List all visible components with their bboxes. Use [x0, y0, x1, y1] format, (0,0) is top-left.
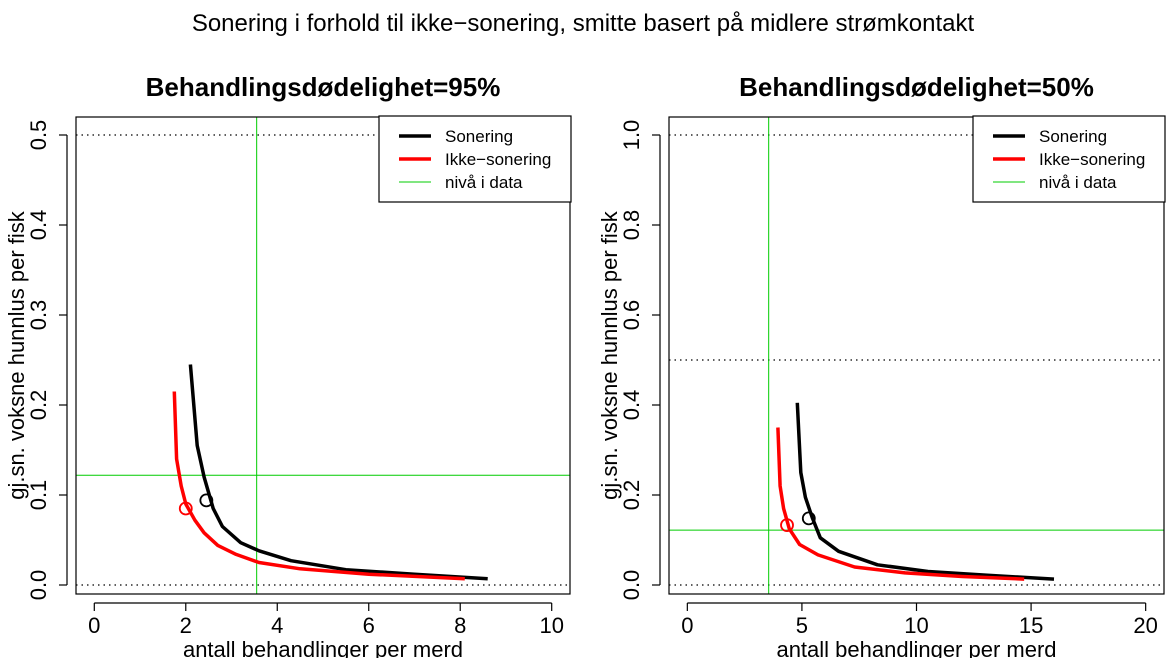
y-axis-label: gj.sn. voksne hunnlus per fisk [4, 210, 29, 500]
chart-panel-2: Behandlingsdødelighet=50% 0 5 10 15 20 antall … [597, 72, 1166, 658]
x-axis-label: antall behandlinger per merd [776, 637, 1056, 658]
legend-label: Ikke−sonering [1039, 150, 1145, 169]
legend: Sonering Ikke−sonering nivå i data [972, 115, 1166, 203]
chart-panel-1: Behandlingsdødelighet=95% 0 2 4 6 8 10 antall b… [4, 72, 572, 658]
series-marker [178, 501, 193, 516]
plot-frame [75, 116, 571, 595]
x-tick-label: 10 [904, 613, 928, 638]
series-marker [801, 511, 816, 526]
y-tick-label: 0.0 [619, 570, 644, 601]
x-tick-label: 20 [1133, 613, 1157, 638]
series-marker [199, 493, 214, 508]
legend: Sonering Ikke−sonering nivå i data [378, 115, 572, 203]
y-axis-label: gj.sn. voksne hunnlus per fisk [597, 210, 622, 500]
x-tick-label: 15 [1019, 613, 1043, 638]
legend-label: Sonering [1039, 127, 1107, 146]
y-tick-label: 0.4 [26, 210, 51, 241]
series-marker [780, 518, 794, 533]
legend-label: Sonering [445, 127, 513, 146]
legend-label: nivå i data [445, 173, 523, 192]
y-tick-label: 0.2 [619, 480, 644, 511]
series-line-ikke-sonering [172, 391, 465, 581]
series-line-ikke-sonering [776, 427, 1025, 581]
x-tick-label: 5 [796, 613, 808, 638]
y-tick-label: 0.4 [619, 390, 644, 421]
legend-label: Ikke−sonering [445, 150, 551, 169]
x-tick-label: 4 [271, 613, 283, 638]
series-line-sonering [795, 402, 1055, 581]
y-tick-label: 0.5 [26, 120, 51, 151]
panel-title: Behandlingsdødelighet=95% [146, 72, 501, 102]
y-tick-label: 0.2 [26, 390, 51, 421]
x-tick-label: 8 [454, 613, 466, 638]
x-tick-label: 10 [539, 613, 563, 638]
figure-supertitle: Sonering i forhold til ikke−sonering, sm… [191, 10, 975, 37]
y-tick-label: 0.0 [26, 570, 51, 601]
y-tick-label: 1.0 [619, 120, 644, 151]
y-tick-label: 0.6 [619, 300, 644, 331]
x-tick-label: 0 [681, 613, 693, 638]
plot-frame [668, 116, 1165, 595]
x-tick-label: 2 [180, 613, 192, 638]
y-tick-label: 0.8 [619, 210, 644, 241]
y-tick-label: 0.1 [26, 480, 51, 511]
series-line-sonering [188, 364, 488, 581]
y-tick-label: 0.3 [26, 300, 51, 331]
x-axis-label: antall behandlinger per merd [183, 637, 463, 658]
legend-label: nivå i data [1039, 173, 1117, 192]
panel-title: Behandlingsdødelighet=50% [739, 72, 1094, 102]
x-tick-label: 0 [88, 613, 100, 638]
x-tick-label: 6 [363, 613, 375, 638]
